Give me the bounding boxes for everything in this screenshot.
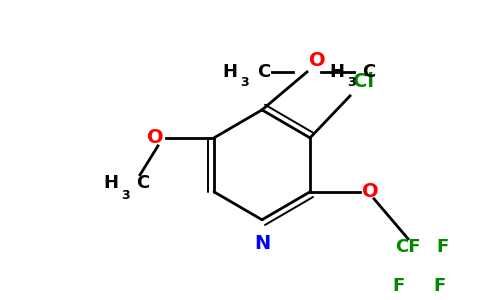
Text: O: O <box>309 51 326 70</box>
Text: O: O <box>362 182 378 201</box>
Text: 3: 3 <box>241 76 249 89</box>
Text: CF: CF <box>395 238 421 256</box>
Text: 3: 3 <box>121 189 130 202</box>
Text: H: H <box>103 174 118 192</box>
Text: O: O <box>147 128 164 147</box>
Text: C: C <box>257 63 270 81</box>
Text: N: N <box>254 234 270 253</box>
Text: F: F <box>436 238 448 256</box>
Text: H: H <box>222 63 237 81</box>
Text: C: C <box>362 63 375 81</box>
Text: H: H <box>329 63 344 81</box>
Text: C: C <box>136 174 149 192</box>
Text: F: F <box>392 277 404 295</box>
Text: Cl: Cl <box>353 72 374 91</box>
Text: F: F <box>433 277 445 295</box>
Text: 3: 3 <box>348 76 356 89</box>
